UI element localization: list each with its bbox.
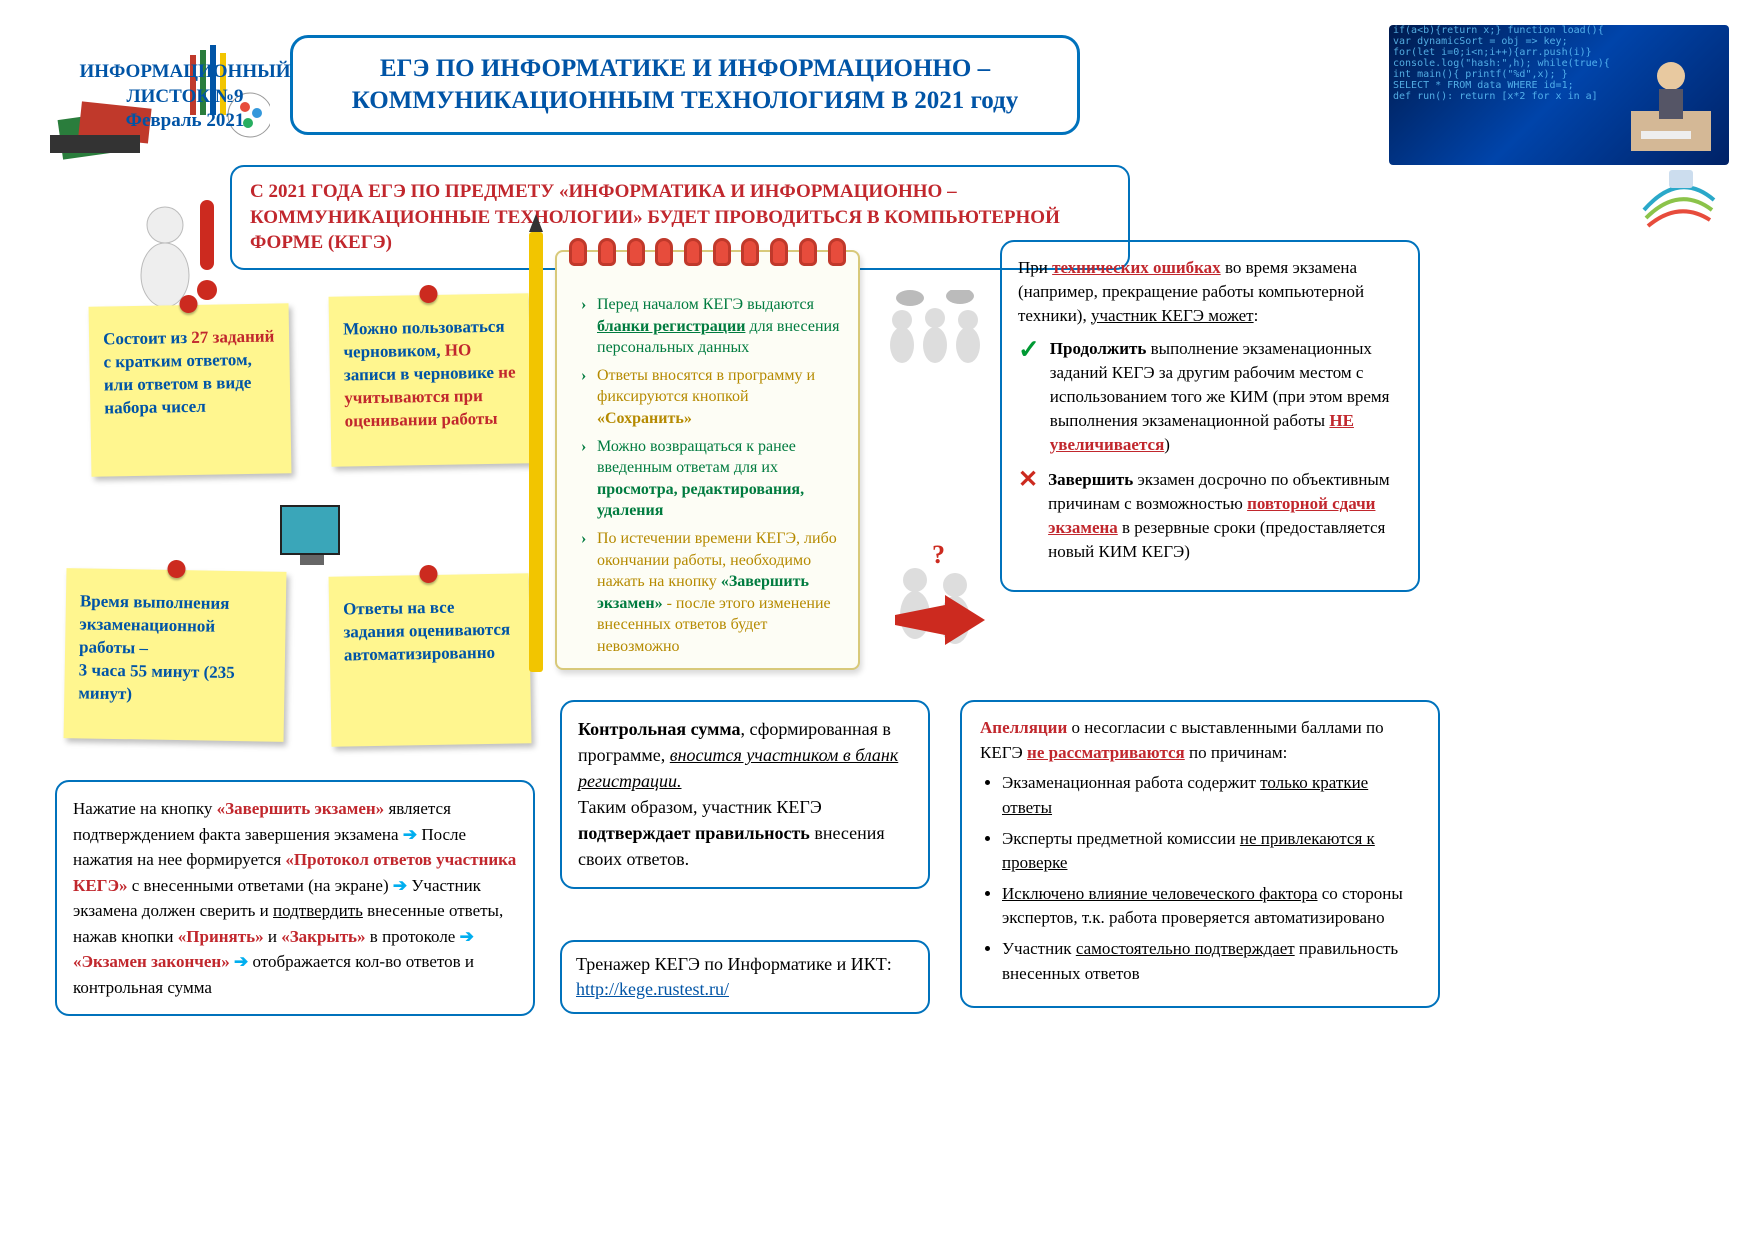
notepad-instructions: Перед началом КЕГЭ выдаются бланки регис…: [555, 250, 860, 670]
trainer-label: Тренажер КЕГЭ по Информатике и ИКТ:: [576, 954, 892, 974]
main-title: ЕГЭ ПО ИНФОРМАТИКЕ И ИНФОРМАЦИОННО – КОМ…: [290, 35, 1080, 135]
sticky3-b1: 3 часа 55 минут (235 минут): [78, 660, 235, 703]
pin-icon: [167, 560, 185, 578]
cross-icon: ✕: [1018, 468, 1038, 563]
pin-icon: [179, 295, 197, 313]
sticky-note-draft: Можно пользоваться черновиком, НО записи…: [329, 293, 532, 466]
label-line2: ЛИСТОК №9: [65, 85, 305, 110]
pin-icon: [419, 285, 437, 303]
code-photo-illustration: if(a<b){return x;} function load(){ var …: [1389, 25, 1729, 165]
swirl-logo-icon: [1634, 160, 1724, 240]
pencil-icon: [529, 232, 543, 672]
notepad-item-2: Ответы вносятся в программу и фиксируютс…: [581, 365, 844, 430]
trainer-link[interactable]: http://kege.rustest.ru/: [576, 979, 729, 999]
sticky1-p1: Состоит из: [103, 328, 192, 349]
option-continue: ✓ Продолжить выполнение экзаменационных …: [1018, 337, 1402, 456]
sticky1-b1: 27 заданий: [191, 327, 274, 347]
sticky4-text: Ответы на все задания оцениваются автома…: [343, 598, 510, 665]
notepad-item-4: По истечении времени КЕГЭ, либо окончани…: [581, 528, 844, 658]
figures-chat-icon: [880, 290, 990, 370]
sticky-note-auto: Ответы на все задания оцениваются автома…: [329, 573, 532, 746]
arrow-icon: ➔: [403, 825, 417, 844]
sticky-note-tasks: Состоит из 27 заданий с кратким ответом,…: [89, 303, 292, 476]
arrow-icon: ➔: [393, 876, 407, 895]
title-text: ЕГЭ ПО ИНФОРМАТИКЕ И ИНФОРМАЦИОННО – КОМ…: [313, 53, 1057, 118]
sticky1-p2: с кратким ответом, или ответом в виде на…: [103, 350, 252, 417]
appeal-item-4: Участник самостоятельно подтверждает пра…: [1002, 937, 1420, 986]
option-finish: ✕ Завершить экзамен досрочно по объектив…: [1018, 468, 1402, 563]
sticky2-p2: записи в черновике: [344, 363, 499, 385]
info-sheet-label: ИНФОРМАЦИОННЫЙ ЛИСТОК №9 Февраль 2021: [65, 60, 305, 134]
appeal-item-1: Экзаменационная работа содержит только к…: [1002, 771, 1420, 820]
label-line1: ИНФОРМАЦИОННЫЙ: [65, 60, 305, 85]
checksum-box: Контрольная сумма, сформированная в прог…: [560, 700, 930, 889]
notepad-rings-icon: [567, 238, 848, 270]
protocol-box: Нажатие на кнопку «Завершить экзамен» яв…: [55, 780, 535, 1016]
arrow-icon: ➔: [234, 952, 248, 971]
red-arrows-icon: [895, 595, 985, 645]
pin-icon: [419, 565, 437, 583]
notepad-item-3: Можно возвращаться к ранее введенным отв…: [581, 436, 844, 522]
sticky-note-duration: Время выполнения экзаменационной работы …: [64, 568, 287, 742]
trainer-link-box: Тренажер КЕГЭ по Информатике и ИКТ: http…: [560, 940, 930, 1014]
sticky2-b1: НО: [445, 340, 472, 359]
sticky2-p1: Можно пользоваться черновиком,: [343, 317, 505, 362]
technical-errors-box: При технических ошибках во время экзамен…: [1000, 240, 1420, 592]
sticky3-p1: Время выполнения экзаменационной работы …: [79, 591, 230, 657]
appeal-item-2: Эксперты предметной комиссии не привлека…: [1002, 827, 1420, 876]
svg-text:?: ?: [932, 545, 945, 569]
notepad-item-1: Перед началом КЕГЭ выдаются бланки регис…: [581, 294, 844, 359]
checkmark-icon: ✓: [1018, 337, 1040, 456]
appeal-box: Апелляции о несогласии с выставленными б…: [960, 700, 1440, 1008]
arrow-icon: ➔: [460, 927, 474, 946]
appeal-item-3: Исключено влияние человеческого фактора …: [1002, 882, 1420, 931]
computer-monitor-icon: [280, 505, 340, 555]
label-line3: Февраль 2021: [65, 109, 305, 134]
errors-intro: При технических ошибках во время экзамен…: [1018, 256, 1402, 327]
